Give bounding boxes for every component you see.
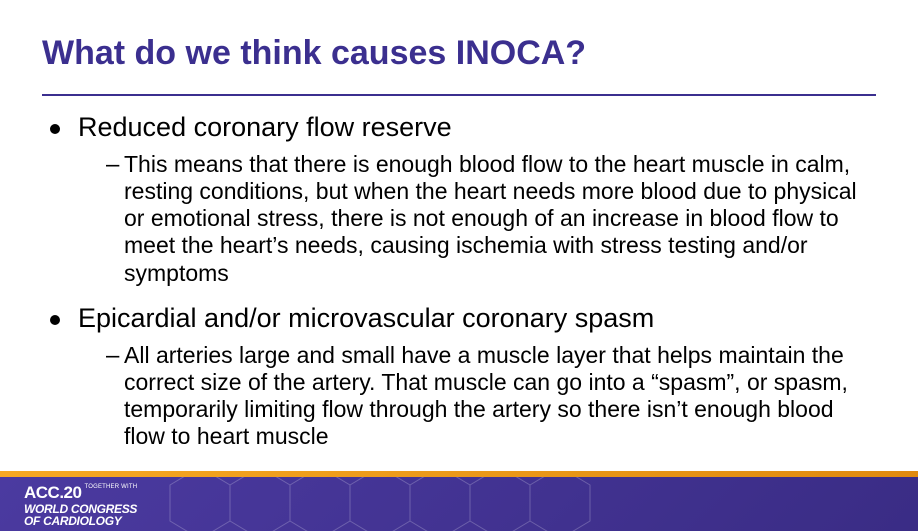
footer-logo: ACC.20TOGETHER WITH WORLD CONGRESS OF CA… bbox=[24, 484, 137, 527]
logo-sub: TOGETHER WITH bbox=[84, 484, 137, 490]
dash-icon: – bbox=[106, 151, 124, 179]
bullet-dot-icon bbox=[50, 315, 60, 325]
list-item: – This means that there is enough blood … bbox=[106, 151, 876, 287]
bullet-row: Epicardial and/or microvascular coronary… bbox=[42, 303, 876, 334]
slide-title-wrap: What do we think causes INOCA? bbox=[42, 34, 586, 73]
slide: What do we think causes INOCA? Reduced c… bbox=[0, 0, 918, 531]
logo-line-3: OF CARDIOLOGY bbox=[24, 515, 137, 527]
sub-text: This means that there is enough blood fl… bbox=[124, 151, 876, 287]
sub-list: – All arteries large and small have a mu… bbox=[106, 342, 876, 451]
bullet-list: Reduced coronary flow reserve – This mea… bbox=[42, 112, 876, 450]
slide-title: What do we think causes INOCA? bbox=[42, 34, 586, 73]
logo-main: ACC.20 bbox=[24, 483, 81, 502]
list-item: Reduced coronary flow reserve – This mea… bbox=[42, 112, 876, 287]
bullet-dot-icon bbox=[50, 124, 60, 134]
logo-line-1: ACC.20TOGETHER WITH bbox=[24, 484, 137, 502]
bullet-text: Reduced coronary flow reserve bbox=[78, 112, 452, 143]
bullet-row: Reduced coronary flow reserve bbox=[42, 112, 876, 143]
list-item: – All arteries large and small have a mu… bbox=[106, 342, 876, 451]
hex-pattern-icon bbox=[0, 477, 918, 531]
bullet-text: Epicardial and/or microvascular coronary… bbox=[78, 303, 654, 334]
list-item: Epicardial and/or microvascular coronary… bbox=[42, 303, 876, 451]
title-rule bbox=[42, 94, 876, 96]
dash-icon: – bbox=[106, 342, 124, 370]
sub-text: All arteries large and small have a musc… bbox=[124, 342, 876, 451]
sub-list: – This means that there is enough blood … bbox=[106, 151, 876, 287]
slide-body: Reduced coronary flow reserve – This mea… bbox=[42, 112, 876, 466]
footer-main-bar: ACC.20TOGETHER WITH WORLD CONGRESS OF CA… bbox=[0, 477, 918, 531]
slide-footer: ACC.20TOGETHER WITH WORLD CONGRESS OF CA… bbox=[0, 473, 918, 531]
